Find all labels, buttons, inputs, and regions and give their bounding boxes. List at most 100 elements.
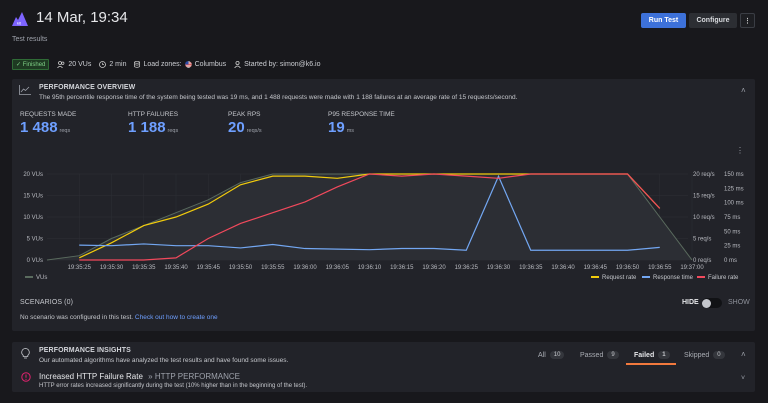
more-options-button[interactable]: ⋮ [740,13,755,28]
overview-title: PERFORMANCE OVERVIEW [39,84,136,91]
tab-count: 9 [607,351,619,359]
tab-count: 1 [658,351,670,359]
vus-text: 20 VUs [68,61,92,68]
stat-label: HTTP FAILURES [128,111,179,118]
y-rate-tick-label: 20 req/s [693,172,715,178]
x-tick-label: 19:36:35 [519,265,543,271]
y-left-tick-label: 0 VUs [27,258,43,264]
load-zone-name: Columbus [194,61,227,68]
svg-text:k6: k6 [17,21,22,26]
expand-insight-button[interactable]: ˅ [741,375,746,382]
y-ms-tick-label: 100 ms [724,201,744,207]
y-rate-tick-label: 10 req/s [693,215,715,221]
legend-label[interactable]: Response time [653,275,694,281]
insight-item-category: » HTTP PERFORMANCE [148,372,241,381]
toggle-knob [702,298,711,308]
lightbulb-icon [21,348,30,359]
create-scenario-link[interactable]: Check out how to create one [134,314,218,321]
x-tick-label: 19:36:00 [293,265,317,271]
legend-label[interactable]: Failure rate [708,275,739,281]
tab-label: Passed [580,351,604,359]
stat-value: 19 [328,119,345,136]
y-ms-tick-label: 150 ms [724,172,744,178]
duration-info: 2 min [99,61,126,68]
stat-value: 1 188 [128,119,166,136]
stat-unit: reqs/s [246,128,262,134]
stat-label: REQUESTS MADE [20,111,77,118]
x-tick-label: 19:35:55 [261,265,285,271]
collapse-insights-button[interactable]: ˄ [741,350,746,359]
x-tick-label: 19:36:45 [584,265,608,271]
x-tick-label: 19:36:10 [358,265,382,271]
x-tick-label: 19:35:40 [164,265,188,271]
user-icon [234,61,241,68]
insight-item-title-row[interactable]: Increased HTTP Failure Rate » HTTP PERFO… [39,372,240,381]
database-icon [134,61,141,68]
configure-button[interactable]: Configure [689,13,737,28]
tab-count: 10 [549,351,565,359]
x-tick-label: 19:36:40 [551,265,575,271]
scenarios-visibility-toggle[interactable] [702,298,722,308]
y-ms-tick-label: 0 ms [724,258,737,264]
stat-http-failures: HTTP FAILURES 1 188 reqs [128,111,178,136]
y-left-tick-label: 15 VUs [23,194,43,200]
insight-item-title: Increased HTTP Failure Rate [39,372,143,381]
page-title: 14 Mar, 19:34 [36,9,128,26]
tab-count: 0 [713,351,725,359]
y-ms-tick-label: 125 ms [724,186,744,192]
legend-label[interactable]: Request rate [602,275,637,281]
tab-label: Failed [634,351,655,359]
legend-vus-label[interactable]: VUs [36,275,47,281]
collapse-overview-button[interactable]: ˄ [741,86,746,95]
failure-rate-line [79,173,661,261]
overview-description: The 95th percentile response time of the… [39,94,518,101]
insights-title: PERFORMANCE INSIGHTS [39,347,131,354]
page-subtitle: Test results [12,36,48,43]
load-zones-label: Load zones: [143,61,182,68]
stat-unit: ms [346,128,355,134]
stat-value: 20 [228,119,245,136]
y-rate-tick-label: 5 req/s [693,237,711,243]
tab-all[interactable]: All 10 [538,351,565,359]
x-tick-label: 19:36:05 [326,265,350,271]
tab-failed[interactable]: Failed 1 [634,351,670,359]
stat-value: 1 488 [20,119,58,136]
stat-peak-rps: PEAK RPS 20 reqs/s [228,111,262,136]
x-tick-label: 19:35:30 [100,265,124,271]
response-time-line [79,174,660,251]
show-label: SHOW [728,299,750,306]
stat-unit: reqs [59,128,71,134]
chart-menu-button[interactable]: ⋮ [736,146,744,155]
x-tick-label: 19:37:00 [680,265,704,271]
x-tick-label: 19:35:45 [197,265,221,271]
tab-passed[interactable]: Passed 9 [580,351,619,359]
x-tick-label: 19:36:30 [487,265,511,271]
x-tick-label: 19:35:50 [229,265,253,271]
x-tick-label: 19:36:15 [390,265,414,271]
x-tick-label: 19:35:35 [132,265,156,271]
hide-label: HIDE [682,299,699,306]
error-alert-icon [21,372,31,382]
clock-icon [99,61,107,68]
started-by-info: Started by: simon@k6.io [234,61,321,68]
tab-label: Skipped [684,351,710,359]
scenarios-title: SCENARIOS (0) [20,299,74,306]
duration-text: 2 min [109,61,127,68]
vus-info: 20 VUs [57,61,91,68]
stat-requests-made: REQUESTS MADE 1 488 reqs [20,111,76,136]
performance-chart: 19:35:25 19:35:30 19:35:35 19:35:40 19:35:45… [23,172,744,281]
tab-skipped[interactable]: Skipped 0 [684,351,725,359]
active-tab-indicator [626,363,676,365]
x-tick-label: 19:36:55 [648,265,672,271]
started-by-text: Started by: simon@k6.io [244,61,321,68]
y-left-tick-label: 5 VUs [27,237,43,243]
x-tick-label: 19:36:50 [616,265,640,271]
y-left-tick-label: 20 VUs [23,172,43,178]
run-test-button[interactable]: Run Test [641,13,686,28]
performance-insights-panel [12,342,755,392]
chart-trend-icon [19,85,31,95]
insight-item-description: HTTP error rates increased significantly… [39,383,308,389]
x-tick-label: 19:36:20 [422,265,446,271]
y-left-tick-label: 10 VUs [23,215,43,221]
y-ms-tick-label: 50 ms [724,229,740,235]
